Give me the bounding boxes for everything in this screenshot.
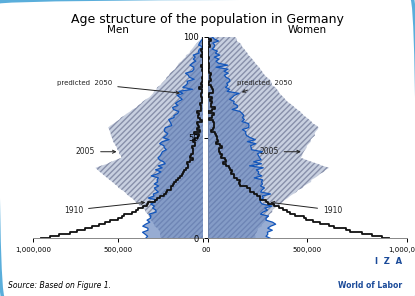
Text: Source: Based on Figure 1.: Source: Based on Figure 1. [8,281,111,290]
Text: Men: Men [107,25,129,35]
Text: World of Labor: World of Labor [338,281,403,290]
Text: 2005: 2005 [76,147,115,156]
Text: predicted  2050: predicted 2050 [57,80,179,94]
Text: 1910: 1910 [271,201,342,215]
Text: Age structure of the population in Germany: Age structure of the population in Germa… [71,13,344,26]
Text: I  Z  A: I Z A [376,258,403,266]
Text: Women: Women [288,25,327,35]
Text: predicted  2050: predicted 2050 [237,80,293,92]
Text: 1910: 1910 [64,201,144,215]
Text: 2005: 2005 [259,147,300,156]
